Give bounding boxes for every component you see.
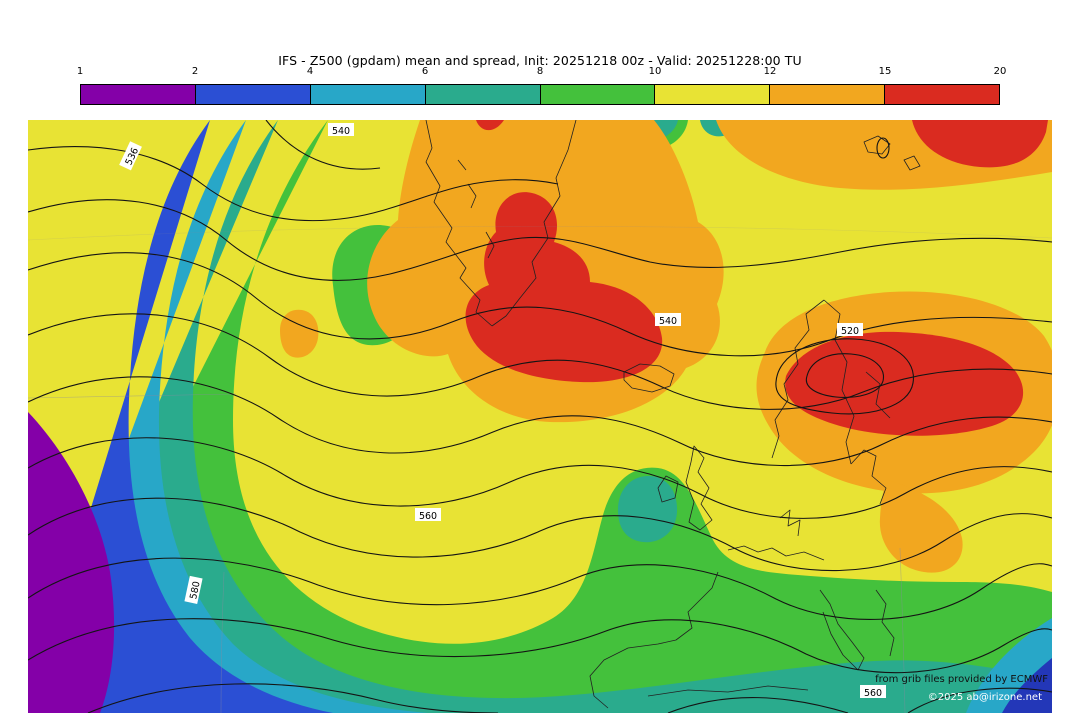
colorbar-segment bbox=[310, 85, 426, 104]
colorbar-tick: 20 bbox=[993, 66, 1007, 77]
graticule-lines bbox=[28, 225, 1052, 713]
colorbar-tick: 1 bbox=[76, 66, 84, 77]
map-panel: 536 540 540 520 560 580 bbox=[28, 120, 1052, 713]
coastlines bbox=[425, 120, 921, 709]
contour-label: 560 bbox=[860, 685, 886, 699]
colorbar-segment bbox=[770, 85, 886, 104]
attribution-ecmwf: from grib files provided by ECMWF bbox=[875, 674, 1048, 685]
colorbar-segment bbox=[540, 85, 656, 104]
chart-title: IFS - Z500 (gpdam) mean and spread, Init… bbox=[278, 53, 802, 68]
colorbar-tick: 4 bbox=[306, 66, 314, 77]
z500-mean-contours bbox=[28, 120, 1052, 713]
colorbar-tick: 8 bbox=[536, 66, 544, 77]
contour-label: 560 bbox=[415, 508, 441, 522]
contour-label: 520 bbox=[837, 323, 863, 337]
colorbar-segment bbox=[885, 85, 999, 104]
colorbar-tick: 15 bbox=[878, 66, 892, 77]
svg-text:580: 580 bbox=[188, 580, 203, 600]
colorbar-tick: 12 bbox=[763, 66, 777, 77]
colorbar-tick-labels: 1 2 4 6 8 10 12 15 20 bbox=[76, 66, 1007, 79]
colorbar-tick: 10 bbox=[648, 66, 662, 77]
svg-text:560: 560 bbox=[419, 511, 437, 522]
colorbar-tick: 2 bbox=[191, 66, 199, 77]
colorbar-segment bbox=[655, 85, 771, 104]
contour-label: 540 bbox=[328, 123, 354, 137]
spread-fill-purple bbox=[28, 412, 115, 713]
contour-label: 580 bbox=[184, 575, 203, 604]
svg-text:540: 540 bbox=[332, 126, 350, 137]
contour-label: 540 bbox=[655, 313, 681, 327]
svg-text:540: 540 bbox=[659, 316, 677, 327]
colorbar-segment bbox=[195, 85, 311, 104]
attribution-copyright: ©2025 ab@irizone.net bbox=[928, 692, 1042, 703]
colorbar-segment bbox=[81, 85, 196, 104]
svg-text:520: 520 bbox=[841, 326, 859, 337]
colorbar-tick: 6 bbox=[421, 66, 429, 77]
spread-contour-map: 536 540 540 520 560 580 bbox=[28, 120, 1052, 713]
colorbar-segment bbox=[425, 85, 541, 104]
colorbar bbox=[80, 84, 1000, 105]
svg-text:560: 560 bbox=[864, 688, 882, 699]
